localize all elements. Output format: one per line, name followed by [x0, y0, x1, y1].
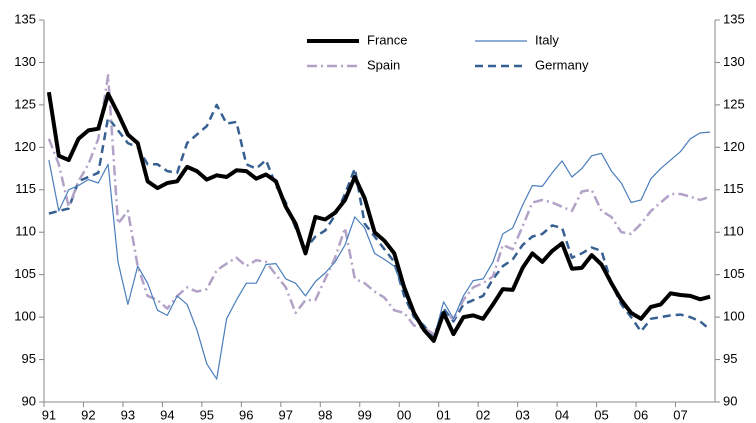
x-tick-label: 01 [436, 407, 450, 422]
y2-tick-label: 100 [723, 309, 745, 324]
x-tick-label: 99 [357, 407, 371, 422]
series-line [48, 131, 711, 380]
y-tick-label: 120 [14, 139, 36, 154]
y2-tick-label: 115 [723, 181, 744, 196]
y2-tick-label: 135 [723, 11, 745, 26]
series-line [46, 91, 711, 343]
x-tick-label: 94 [160, 407, 174, 422]
y-tick-label: 90 [22, 393, 36, 408]
legend-label: Italy [535, 32, 559, 47]
y-tick-label: 110 [15, 224, 36, 239]
y-tick-label: 105 [14, 266, 36, 281]
x-tick-label: 03 [515, 407, 529, 422]
y-tick-label: 130 [14, 54, 36, 69]
x-tick-label: 04 [555, 407, 569, 422]
y2-tick-label: 95 [723, 351, 737, 366]
series-line [47, 73, 711, 336]
x-tick-label: 05 [594, 407, 608, 422]
y-tick-label: 135 [14, 11, 36, 26]
y2-tick-label: 110 [723, 224, 744, 239]
legend-label: Spain [367, 57, 400, 72]
y2-tick-label: 90 [723, 393, 737, 408]
legend-label: France [367, 32, 407, 47]
y2-tick-label: 105 [723, 266, 745, 281]
x-tick-label: 96 [239, 407, 253, 422]
legend-label: Germany [535, 57, 589, 72]
y-tick-label: 125 [14, 96, 36, 111]
x-tick-label: 98 [318, 407, 332, 422]
y-tick-label: 100 [14, 309, 36, 324]
x-tick-label: 93 [121, 407, 135, 422]
series-line [48, 103, 711, 340]
y-tick-label: 95 [22, 351, 36, 366]
x-tick-label: 91 [42, 407, 56, 422]
x-tick-label: 95 [200, 407, 214, 422]
x-tick-label: 07 [673, 407, 687, 422]
x-tick-label: 92 [81, 407, 95, 422]
y2-tick-label: 120 [723, 139, 745, 154]
y2-tick-label: 125 [723, 96, 745, 111]
x-tick-label: 97 [279, 407, 293, 422]
y2-tick-label: 130 [723, 54, 745, 69]
x-tick-label: 02 [476, 407, 490, 422]
x-tick-label: 00 [397, 407, 411, 422]
y-tick-label: 115 [15, 181, 36, 196]
x-tick-label: 06 [634, 407, 648, 422]
